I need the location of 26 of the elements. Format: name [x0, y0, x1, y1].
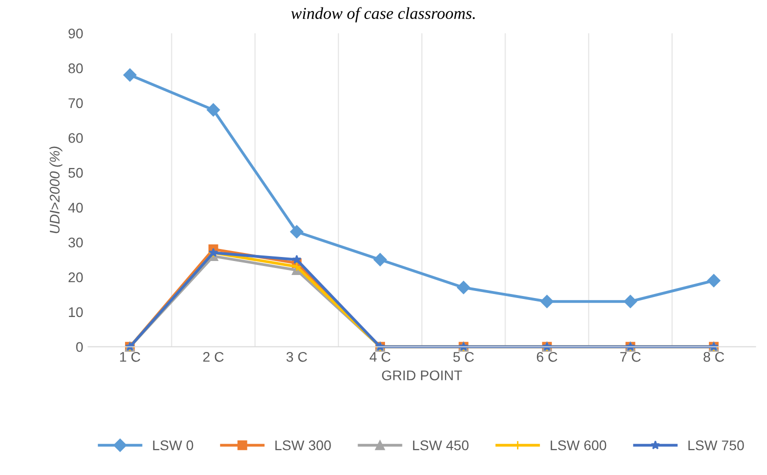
legend-label: LSW 0 — [153, 440, 194, 450]
chart-title: window of case classrooms. — [291, 7, 475, 22]
x-tick-label: 3 C — [286, 352, 308, 362]
y-axis-title: UDI>2000 (%) — [49, 146, 62, 234]
legend-label: LSW 300 — [275, 440, 331, 450]
legend-label: LSW 450 — [413, 440, 469, 450]
y-tick-label: 60 — [68, 133, 83, 143]
x-tick-label: 2 C — [203, 352, 224, 362]
x-tick-label: 8 C — [704, 352, 724, 362]
legend-label: LSW 750 — [688, 440, 744, 450]
y-tick-label: 0 — [76, 342, 83, 352]
y-tick-label: 40 — [68, 202, 83, 213]
y-tick-label: 30 — [68, 238, 83, 248]
y-tick-label: 20 — [68, 272, 83, 282]
y-tick-label: 70 — [68, 98, 83, 108]
y-tick-label: 10 — [68, 307, 83, 318]
x-tick-label: 5 C — [453, 352, 474, 362]
x-tick-label: 4 C — [370, 352, 390, 362]
y-tick-label: 50 — [68, 168, 83, 178]
x-tick-label: 1 C — [120, 352, 140, 362]
x-axis-title: GRID POINT — [382, 370, 462, 380]
x-tick-label: 6 C — [536, 352, 558, 362]
y-tick-label: 80 — [68, 63, 83, 74]
y-tick-label: 90 — [68, 28, 83, 38]
legend-label: LSW 600 — [550, 440, 606, 450]
x-tick-label: 7 C — [620, 352, 641, 362]
